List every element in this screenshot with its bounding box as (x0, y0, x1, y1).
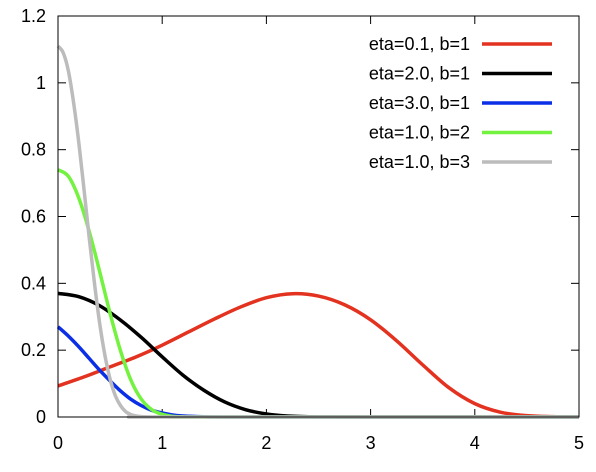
y-tick-label: 0.2 (21, 340, 46, 360)
y-tick-label: 1.2 (21, 6, 46, 26)
y-tick-label: 1 (36, 73, 46, 93)
legend: eta=0.1, b=1 eta=2.0, b=1 eta=3.0, b=1 eta=… (369, 34, 552, 172)
axis-tick-labels: 0 1 2 3 4 5 0 0.2 0.4 0.6 0.8 1 1.2 (21, 6, 584, 453)
x-tick-label: 2 (261, 433, 271, 453)
legend-label-1: eta=0.1, b=1 (369, 34, 470, 54)
series-line-4 (57, 168, 579, 419)
x-tick-label: 4 (470, 433, 480, 453)
y-tick-label: 0 (36, 407, 46, 427)
y-tick-label: 0.8 (21, 140, 46, 160)
series-line-3 (56, 325, 579, 419)
x-tick-label: 5 (574, 433, 584, 453)
x-tick-label: 3 (366, 433, 376, 453)
legend-label-5: eta=1.0, b=3 (369, 152, 470, 172)
series-line-1 (57, 291, 580, 419)
y-tick-label: 0.4 (21, 273, 46, 293)
x-tick-label: 1 (157, 433, 167, 453)
plot-frame (57, 15, 580, 418)
legend-label-2: eta=2.0, b=1 (369, 64, 470, 84)
legend-label-3: eta=3.0, b=1 (369, 93, 470, 113)
x-tick-label: 0 (53, 433, 63, 453)
legend-label-4: eta=1.0, b=2 (369, 123, 470, 143)
y-tick-label: 0.6 (21, 207, 46, 227)
